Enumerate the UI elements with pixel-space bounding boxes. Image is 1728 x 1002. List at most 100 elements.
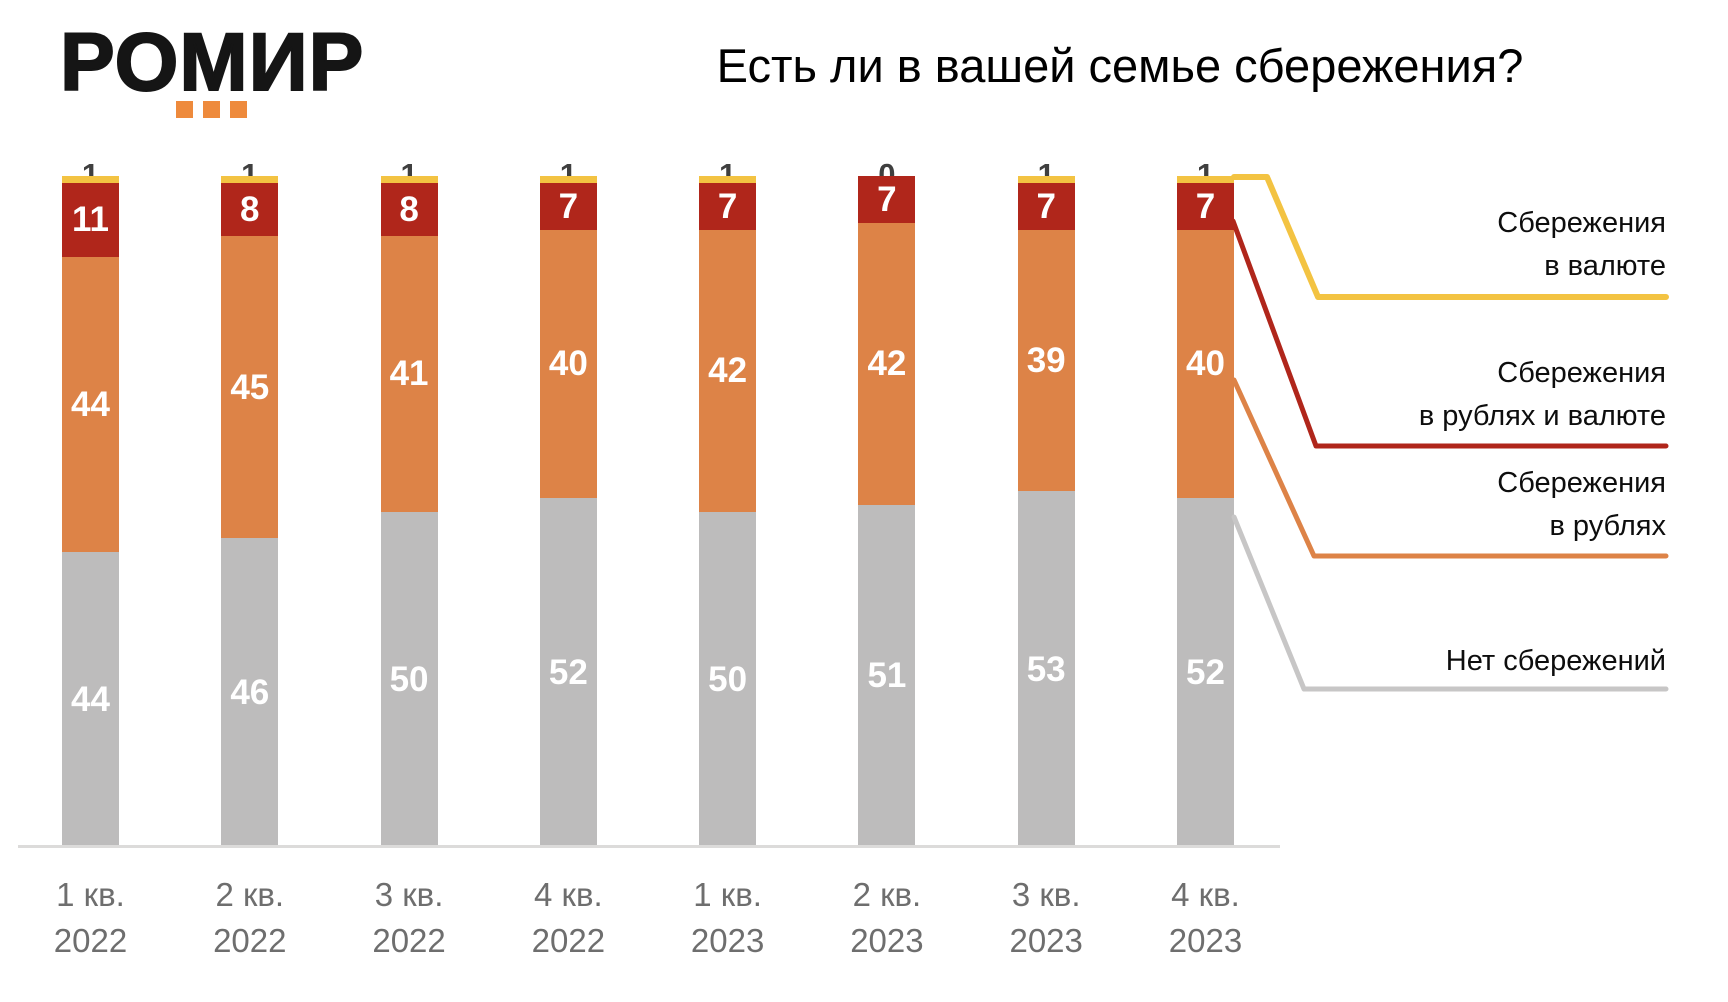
value-label: 7 [877, 180, 897, 219]
value-label: 51 [867, 656, 907, 696]
bar-segment-gray: 50 [380, 511, 438, 847]
value-label: 39 [1026, 341, 1066, 381]
bar-4-2023: 1 7 40 52 [1176, 159, 1234, 847]
romir-logo: РОМИР [59, 17, 365, 108]
legend-label-line: в рублях и валюте [1418, 400, 1666, 432]
bar-segment-orange: 42 [699, 229, 757, 512]
x-axis-label: 4 кв. 2022 [531, 876, 606, 959]
legend-label-line: Сбережения [1497, 357, 1666, 389]
x-axis-label: 3 кв. 2022 [372, 876, 446, 959]
legend-label-currency: Сбережения в валюте [1497, 202, 1666, 288]
bar-segment-gray: 46 [221, 538, 279, 847]
value-label: 7 [1195, 186, 1216, 226]
x-axis-label: 2 кв. 2022 [213, 876, 287, 959]
logo-squares-icon [176, 101, 247, 118]
x-axis-label: 1 кв. 2022 [53, 876, 128, 959]
bar-segment-orange: 39 [1017, 229, 1075, 492]
bar-1-2023: 1 7 42 50 [699, 159, 757, 847]
value-label: 44 [71, 384, 110, 424]
x-axis-label: 3 кв. 2023 [1009, 876, 1083, 959]
x-axis-label-cell: 1 кв. 2022 [54, 872, 127, 972]
value-label: 52 [1186, 653, 1225, 693]
x-axis-label-cell: 4 кв. 2023 [1169, 872, 1242, 972]
bar-segment-red: 7 [858, 176, 916, 223]
value-label: 52 [548, 653, 588, 693]
bar-segment-yellow [380, 176, 438, 183]
bar-segment-red: 7 [1017, 182, 1075, 230]
value-label: 40 [1186, 344, 1225, 384]
bar-segment-red: 8 [380, 182, 438, 237]
bar-segment-red: 11 [62, 182, 119, 257]
value-label: 7 [558, 186, 579, 226]
bar-segment-orange: 42 [858, 222, 916, 505]
x-axis-label: 4 кв. 2023 [1168, 876, 1243, 959]
bar-segment-gray: 52 [1176, 498, 1234, 847]
value-label: 42 [708, 351, 748, 391]
legend-label-line: Сбережения [1497, 467, 1666, 499]
bar-2-2023: 0 7 42 51 [858, 159, 916, 847]
value-label: 53 [1026, 649, 1066, 689]
value-label: 41 [389, 354, 429, 394]
legend-label-line: Сбережения [1497, 207, 1666, 239]
bar-segment-red: 8 [221, 182, 279, 237]
bar-segment-gray: 44 [62, 551, 119, 847]
legend-label-line: в валюте [1544, 250, 1666, 282]
bar-segment-orange: 40 [1176, 229, 1234, 499]
bar-segment-gray: 52 [539, 498, 597, 847]
x-axis-label-cell: 2 кв. 2023 [850, 872, 923, 972]
value-label: 46 [230, 673, 270, 713]
legend-label-no-savings: Нет сбережений [1446, 640, 1666, 683]
value-label: 7 [1036, 186, 1056, 226]
bar-segment-gray: 51 [858, 504, 916, 847]
x-axis-label: 1 кв. 2023 [690, 876, 765, 959]
bar-3-2022: 1 8 41 50 [380, 159, 438, 847]
bar-segment-red: 7 [699, 182, 757, 230]
bar-segment-gray: 53 [1017, 491, 1075, 847]
bar-3-2023: 1 7 39 53 [1017, 159, 1075, 847]
value-label: 40 [548, 344, 588, 384]
value-label: 7 [717, 186, 738, 226]
bar-2-2022: 1 8 45 46 [221, 159, 279, 847]
x-axis-label-cell: 4 кв. 2022 [532, 872, 605, 972]
bar-segment-yellow [1176, 176, 1234, 183]
logo-square-icon [203, 101, 220, 118]
value-label: 8 [240, 190, 260, 230]
x-axis-line [18, 845, 1280, 848]
x-axis-label: 2 кв. 2023 [850, 876, 924, 959]
bar-1-2022: 1 11 44 44 [62, 159, 119, 847]
bar-segment-gray: 50 [699, 511, 757, 847]
legend-label-line: Нет сбережений [1445, 645, 1666, 677]
value-label: 11 [72, 200, 109, 240]
legend-label-line: в рублях [1549, 510, 1666, 542]
value-label: 42 [867, 344, 907, 384]
bar-segment-yellow [1017, 176, 1075, 183]
chart-title: Есть ли в вашей семье сбережения? [716, 39, 1524, 92]
bar-segment-red: 7 [1176, 182, 1234, 230]
value-label: 50 [389, 659, 429, 699]
stacked-bars: 1 11 44 44 1 8 45 46 1 8 41 50 1 7 40 52 1 7 42 50 0 7 42 51 1 7 3… [62, 159, 1234, 847]
x-axis-label-cell: 3 кв. 2023 [1009, 872, 1082, 972]
logo-square-icon [176, 101, 193, 118]
bar-segment-orange: 40 [539, 229, 597, 499]
value-label: 50 [708, 659, 748, 699]
x-axis-label-cell: 3 кв. 2022 [372, 872, 445, 972]
value-label: 45 [230, 367, 270, 407]
bar-segment-yellow [539, 176, 597, 183]
value-label: 8 [399, 190, 419, 230]
legend-label-rubles-and-currency: Сбережения в рублях и валюте [1419, 352, 1666, 438]
value-label: 44 [71, 679, 110, 719]
x-axis-label-cell: 1 кв. 2023 [691, 872, 764, 972]
x-axis-labels: 1 кв. 2022 2 кв. 2022 3 кв. 2022 4 кв. 2022 1 кв… [54, 872, 1242, 972]
bar-segment-yellow [699, 176, 757, 183]
bar-segment-red: 7 [539, 182, 597, 230]
bar-segment-yellow [221, 176, 279, 183]
logo-square-icon [230, 101, 247, 118]
bar-4-2022: 1 7 40 52 [539, 159, 597, 847]
legend-label-rubles: Сбережения в рублях [1497, 462, 1666, 548]
bar-segment-yellow [62, 176, 119, 183]
bar-segment-orange: 45 [221, 236, 279, 539]
bar-segment-orange: 44 [62, 256, 119, 552]
x-axis-label-cell: 2 кв. 2022 [213, 872, 286, 972]
bar-segment-orange: 41 [380, 236, 438, 512]
